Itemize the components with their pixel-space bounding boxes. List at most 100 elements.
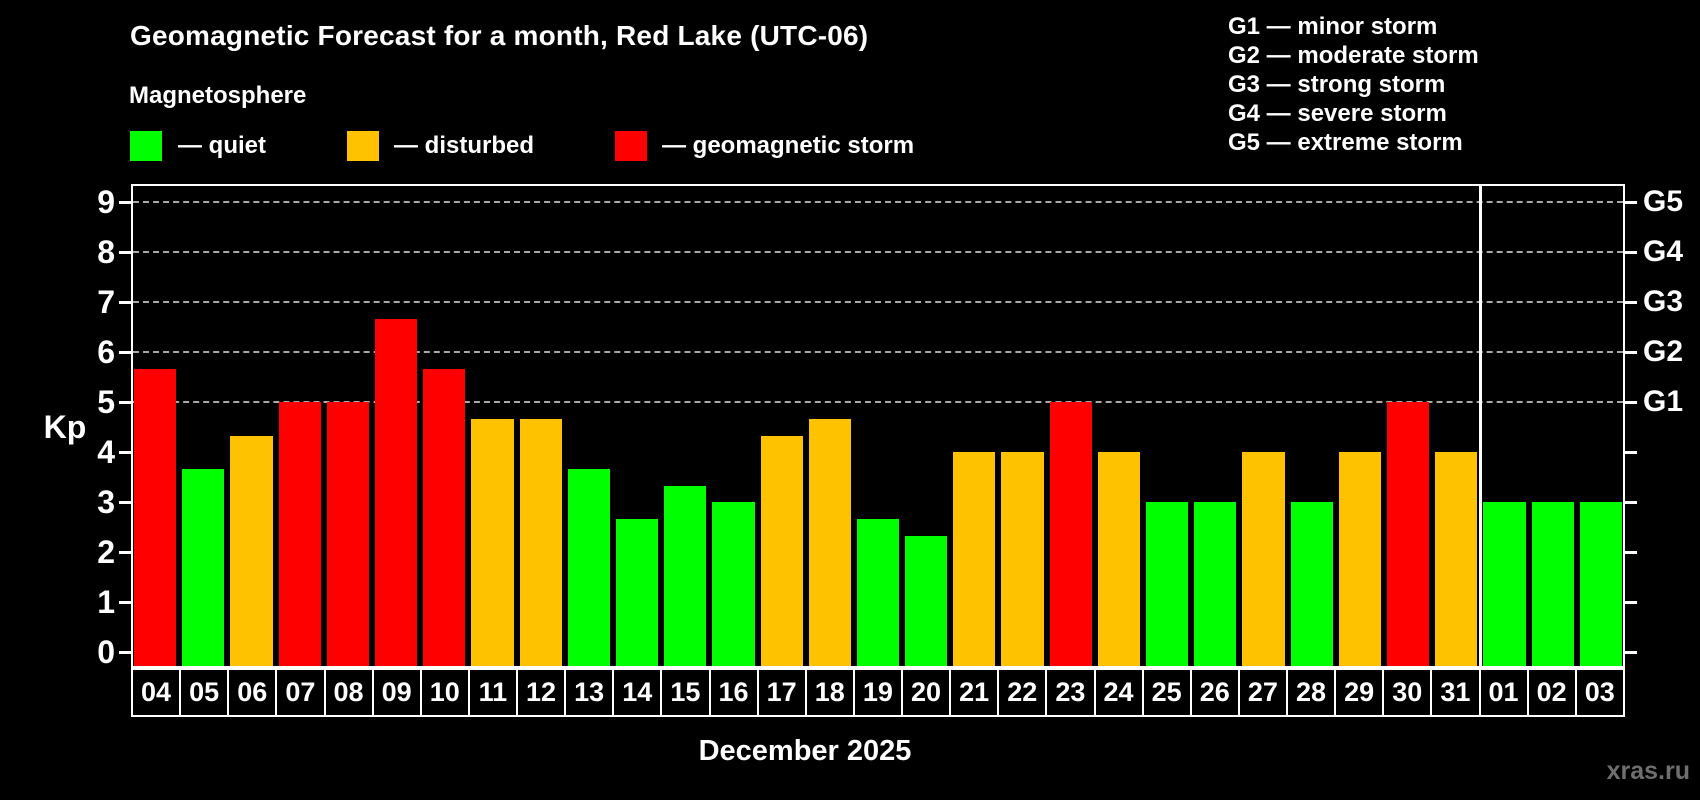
day-label-16: 16 — [711, 670, 759, 715]
kp-bar-day-09 — [374, 318, 418, 668]
kp-bar-day-06 — [230, 435, 273, 668]
kp-bar-day-07 — [278, 402, 321, 668]
day-label-12: 12 — [518, 670, 567, 715]
plot-frame — [131, 184, 1625, 668]
y-tick-left-4 — [119, 451, 131, 454]
kp-bar-day-23 — [1049, 402, 1092, 668]
month-separator — [1479, 184, 1483, 668]
y-axis-label-kp: Kp — [43, 409, 87, 445]
day-label-11: 11 — [470, 670, 518, 715]
kp-bar-day-25 — [1146, 502, 1189, 668]
day-label-27: 27 — [1240, 670, 1288, 715]
day-label-09: 09 — [374, 670, 422, 715]
day-label-15: 15 — [662, 670, 711, 715]
kp-bar-day-31 — [1435, 452, 1478, 668]
y-tick-label-1: 1 — [97, 584, 115, 620]
y-tick-label-9: 9 — [97, 184, 115, 220]
kp-bar-day-24 — [1097, 452, 1141, 668]
kp-bar-day-18 — [808, 418, 851, 668]
kp-bar-day-10 — [423, 368, 466, 668]
y-tick-left-6 — [119, 351, 131, 354]
y-tick-label-6: 6 — [97, 334, 115, 370]
month-label: December 2025 — [698, 735, 912, 767]
day-label-08: 08 — [326, 670, 374, 715]
kp-bar-day-08 — [326, 402, 369, 668]
day-label-18: 18 — [807, 670, 855, 715]
kp-bar-day-17 — [760, 435, 803, 668]
gridline-kp6 — [133, 351, 1623, 353]
kp-bar-day-29 — [1338, 452, 1382, 668]
kp-bar-day-11 — [471, 418, 514, 668]
day-label-07: 07 — [277, 670, 326, 715]
kp-bar-day-14 — [615, 518, 659, 668]
kp-bar-day-20 — [905, 535, 948, 668]
y-tick-left-3 — [119, 501, 131, 504]
legend-swatch-storm — [615, 131, 647, 161]
legend-label-disturbed: — disturbed — [394, 132, 535, 159]
y-tick-left-1 — [119, 601, 131, 604]
g-legend-line-g4: G4 — severe storm — [1228, 100, 1447, 127]
day-label-29: 29 — [1336, 670, 1385, 715]
kp-bar-day-19 — [856, 518, 900, 668]
day-label-06: 06 — [229, 670, 278, 715]
y-tick-label-2: 2 — [97, 534, 115, 570]
g-legend-line-g2: G2 — moderate storm — [1228, 42, 1479, 69]
legend-swatch-disturbed — [347, 131, 379, 161]
g-axis-label-g3: G3 — [1643, 285, 1684, 318]
y-tick-right-1 — [1625, 601, 1637, 604]
kp-bar-day-26 — [1194, 502, 1237, 668]
y-tick-label-0: 0 — [97, 634, 115, 670]
day-label-21: 21 — [951, 670, 1000, 715]
y-tick-right-0 — [1625, 651, 1637, 654]
kp-bar-day-22 — [1001, 452, 1044, 668]
legend-label-storm: — geomagnetic storm — [662, 132, 915, 159]
y-tick-right-9 — [1625, 201, 1637, 204]
chart-title: Geomagnetic Forecast for a month, Red La… — [130, 20, 869, 51]
kp-bar-day-05 — [182, 468, 225, 668]
y-tick-right-7 — [1625, 301, 1637, 304]
gridline-kp8 — [133, 251, 1623, 253]
y-tick-left-9 — [119, 201, 131, 204]
g-scale-legend: G1 — minor storm G2 — moderate storm G3 … — [1228, 12, 1479, 157]
y-tick-label-4: 4 — [97, 434, 115, 470]
day-label-19: 19 — [855, 670, 903, 715]
kp-bar-day-27 — [1242, 452, 1285, 668]
day-label-03: 03 — [1584, 677, 1615, 707]
g-axis-label-g1: G1 — [1643, 385, 1684, 418]
kp-bar-day-28 — [1290, 502, 1333, 668]
y-tick-right-3 — [1625, 501, 1637, 504]
kp-bar-day-21 — [953, 452, 996, 668]
day-label-14: 14 — [614, 670, 663, 715]
g-legend-line-g3: G3 — strong storm — [1228, 71, 1446, 98]
day-label-01: 01 — [1481, 670, 1529, 715]
x-axis-day-label-row: 04 05 06 07 08 09 10 11 12 13 14 15 16 17 18 19 20 21 22 23… — [131, 668, 1625, 717]
y-tick-left-0 — [119, 651, 131, 654]
y-tick-right-5 — [1625, 401, 1637, 404]
kp-bar-day-04 — [134, 368, 177, 668]
day-label-30: 30 — [1384, 670, 1433, 715]
day-label-28: 28 — [1288, 670, 1337, 715]
kp-bar-day-15 — [664, 485, 707, 668]
watermark-xras-ru: xras.ru — [1606, 757, 1690, 785]
day-label-10: 10 — [422, 670, 470, 715]
day-label-13: 13 — [566, 670, 615, 715]
y-tick-right-2 — [1625, 551, 1637, 554]
gridline-kp5 — [133, 401, 1623, 403]
g-axis-label-g2: G2 — [1643, 335, 1684, 368]
y-tick-left-8 — [119, 251, 131, 254]
kp-bar-day-12 — [519, 418, 562, 668]
g-legend-line-g1: G1 — minor storm — [1228, 13, 1438, 40]
y-tick-right-6 — [1625, 351, 1637, 354]
g-axis-label-g5: G5 — [1643, 185, 1684, 218]
y-tick-right-8 — [1625, 251, 1637, 254]
day-label-22: 22 — [999, 670, 1048, 715]
g-legend-line-g5: G5 — extreme storm — [1228, 129, 1463, 156]
gridline-kp7 — [133, 301, 1623, 303]
y-tick-left-2 — [119, 551, 131, 554]
gridline-kp9 — [133, 201, 1623, 203]
legend-swatch-quiet — [130, 131, 162, 161]
y-tick-label-3: 3 — [97, 484, 115, 520]
kp-bar-day-01 — [1483, 502, 1526, 668]
kp-bar-day-30 — [1387, 402, 1430, 668]
